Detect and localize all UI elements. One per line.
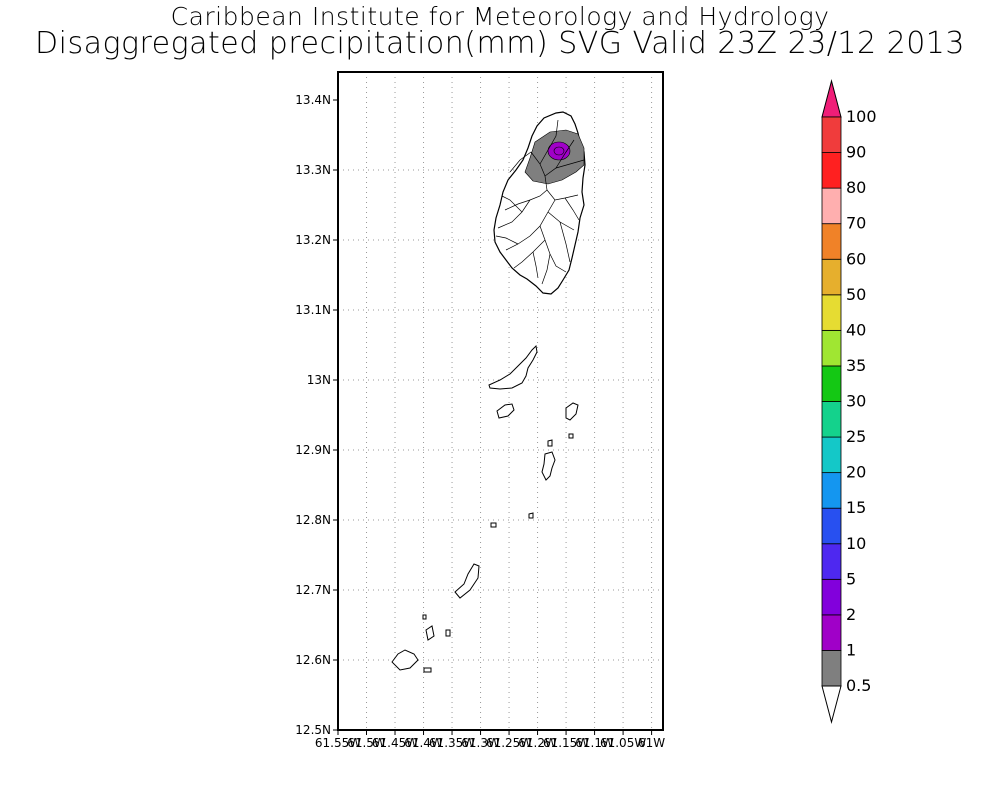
colorbar-swatch [821, 614, 842, 651]
lon-tick-label: 61W [638, 736, 665, 750]
colorbar-label: 2 [846, 605, 856, 624]
lon-tick-label: 61.1W [575, 736, 614, 750]
colorbar-label: 10 [846, 534, 866, 553]
lat-tick-label: 12.8N [295, 513, 331, 527]
colorbar-over-arrow [821, 79, 842, 118]
islet [445, 629, 451, 637]
islet [568, 433, 574, 439]
colorbar-label: 70 [846, 214, 866, 233]
map-layer [391, 111, 586, 673]
islet [490, 522, 497, 528]
graticule [338, 72, 663, 730]
lat-tick-label: 12.5N [295, 723, 331, 737]
lat-tick-label: 13.1N [295, 303, 331, 317]
island-mustique [565, 402, 579, 421]
precip-area-purple [547, 141, 571, 161]
lon-tick-label: 61.3W [461, 736, 500, 750]
islet [425, 625, 435, 641]
colorbar-label: 5 [846, 569, 856, 588]
colorbar-swatch [821, 258, 842, 296]
lon-tick-label: 61.25W [486, 736, 532, 750]
colorbar-swatch [821, 507, 842, 545]
lat-tick-label: 13.3N [295, 163, 331, 177]
colorbar-swatch [821, 116, 842, 153]
latitude-axis: 13.4N 13.3N 13.2N 13.1N 13N 12.9N 12.8N 12.7N 12… [295, 93, 338, 737]
colorbar-label: 100 [846, 107, 877, 126]
colorbar-swatch [821, 223, 842, 260]
lon-tick-label: 61.5W [347, 736, 386, 750]
lon-tick-label: 61.15W [543, 736, 589, 750]
islet [422, 614, 427, 620]
colorbar-label: 40 [846, 320, 866, 339]
map-title: Caribbean Institute for Meteorology and … [170, 2, 830, 31]
colorbar-label: 0.5 [846, 676, 871, 695]
island-bequia-south [496, 403, 515, 419]
colorbar-swatch [821, 472, 842, 509]
plot-frame [337, 71, 664, 731]
island-bequia [488, 344, 538, 390]
colorbar-swatch [821, 578, 842, 616]
lat-tick-label: 12.9N [295, 443, 331, 457]
lon-tick-label: 61.45W [372, 736, 418, 750]
colorbar-label: 80 [846, 178, 866, 197]
colorbar-swatch [821, 365, 842, 402]
lon-tick-label: 61.55W [315, 736, 361, 750]
colorbar-swatch [821, 294, 842, 331]
longitude-axis: 61.55W61.5W61.45W61.4W61.35W61.3W61.25W6… [315, 730, 665, 750]
colorbar-swatch [821, 187, 842, 225]
map-subtitle: Disaggregated precipitation(mm) SVG Vali… [35, 26, 965, 61]
colorbar-swatch [821, 152, 842, 189]
lat-tick-label: 12.6N [295, 653, 331, 667]
lat-tick-label: 13.2N [295, 233, 331, 247]
island-carriacou [391, 649, 419, 671]
islet [547, 439, 553, 447]
colorbar-label: 60 [846, 249, 866, 268]
lon-tick-label: 61.2W [518, 736, 557, 750]
colorbar-label: 25 [846, 427, 866, 446]
colorbar-swatch [821, 436, 842, 474]
colorbar-label: 30 [846, 392, 866, 411]
lat-tick-label: 13N [307, 373, 331, 387]
lon-tick-label: 61.4W [404, 736, 443, 750]
islet [528, 512, 534, 519]
colorbar-swatch [821, 543, 842, 580]
colorbar-swatch [821, 401, 842, 438]
island-union [454, 563, 480, 599]
colorbar-label: 1 [846, 640, 856, 659]
colorbar-label: 35 [846, 356, 866, 375]
watershed-lines [495, 119, 585, 285]
islet [423, 667, 432, 673]
lat-tick-label: 12.7N [295, 583, 331, 597]
colorbar-under-arrow [821, 685, 842, 724]
colorbar-label: 90 [846, 143, 866, 162]
colorbar-label: 20 [846, 463, 866, 482]
colorbar-label: 50 [846, 285, 866, 304]
colorbar-swatch [821, 650, 842, 687]
precip-contour [553, 146, 565, 156]
lon-tick-label: 61.35W [429, 736, 475, 750]
island-canouan [541, 451, 556, 481]
colorbar-swatch [821, 329, 842, 367]
colorbar-label: 15 [846, 498, 866, 517]
lon-tick-label: 61.05W [600, 736, 646, 750]
lat-tick-label: 13.4N [295, 93, 331, 107]
